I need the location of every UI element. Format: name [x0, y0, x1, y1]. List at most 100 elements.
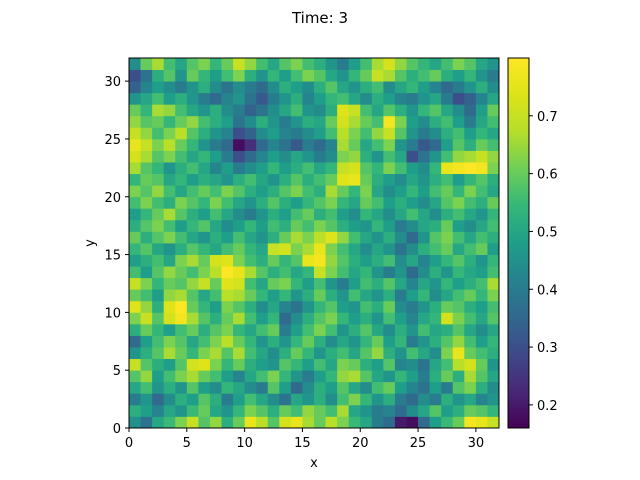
- heatmap-cell: [348, 416, 361, 429]
- heatmap-cell: [267, 219, 280, 232]
- heatmap-cell: [175, 312, 188, 325]
- heatmap-cell: [325, 254, 338, 267]
- heatmap-cell: [279, 416, 292, 429]
- heatmap-cell: [441, 370, 454, 383]
- heatmap-cell: [186, 92, 199, 105]
- heatmap-cell: [186, 289, 199, 302]
- heatmap-cell: [383, 416, 396, 429]
- heatmap-cell: [129, 416, 141, 429]
- heatmap-cell: [325, 381, 338, 394]
- heatmap-cell: [475, 219, 488, 232]
- heatmap-cell: [406, 196, 419, 209]
- heatmap-cell: [244, 69, 257, 82]
- heatmap-cell: [279, 173, 292, 186]
- heatmap-cell: [383, 104, 396, 117]
- heatmap-cell: [186, 393, 199, 406]
- heatmap-cell: [383, 358, 396, 371]
- heatmap-cell: [475, 277, 488, 290]
- heatmap-cell: [475, 115, 488, 128]
- heatmap-cell: [429, 92, 442, 105]
- heatmap-cell: [256, 358, 269, 371]
- heatmap-cell: [464, 300, 477, 313]
- heatmap-cell: [140, 69, 153, 82]
- heatmap-cell: [290, 266, 303, 279]
- heatmap-cell: [198, 243, 211, 255]
- heatmap-cell: [394, 104, 407, 117]
- heatmap-cell: [209, 104, 222, 117]
- heatmap-cell: [464, 115, 477, 128]
- heatmap-cell: [464, 58, 477, 70]
- heatmap-cell: [464, 381, 477, 394]
- heatmap-cell: [256, 404, 269, 417]
- heatmap-cell: [371, 150, 384, 163]
- heatmap-cell: [233, 162, 246, 175]
- x-tick-label: 10: [236, 436, 253, 451]
- heatmap-cell: [175, 289, 188, 302]
- heatmap-cell: [163, 196, 176, 209]
- heatmap-cell: [198, 404, 211, 417]
- heatmap-cell: [314, 150, 326, 163]
- heatmap-cell: [163, 138, 176, 151]
- heatmap-cell: [475, 185, 488, 198]
- heatmap-cell: [244, 127, 257, 140]
- heatmap-cell: [267, 69, 280, 82]
- heatmap-cell: [418, 185, 431, 198]
- y-tick-label: 5: [113, 364, 121, 379]
- heatmap-cell: [256, 92, 269, 105]
- heatmap-cell: [360, 162, 373, 175]
- heatmap-cell: [394, 289, 407, 302]
- heatmap-cell: [394, 335, 407, 348]
- heatmap-cell: [452, 115, 465, 128]
- heatmap-cell: [441, 92, 454, 105]
- x-tick-label: 25: [410, 436, 427, 451]
- heatmap-cell: [279, 231, 292, 244]
- heatmap-cell: [406, 150, 419, 163]
- heatmap-cell: [175, 173, 188, 186]
- heatmap-cell: [371, 138, 384, 151]
- heatmap-cell: [429, 254, 442, 267]
- heatmap-cell: [487, 138, 500, 151]
- heatmap-cell: [302, 58, 315, 70]
- heatmap-cell: [163, 81, 176, 94]
- heatmap-cell: [314, 370, 326, 383]
- heatmap-cell: [383, 173, 396, 186]
- heatmap-cell: [129, 266, 141, 279]
- heatmap-cell: [290, 138, 303, 151]
- heatmap-cell: [418, 104, 431, 117]
- heatmap-cell: [221, 115, 234, 128]
- heatmap-cell: [394, 81, 407, 94]
- heatmap-cell: [209, 196, 222, 209]
- heatmap-cell: [383, 185, 396, 198]
- heatmap-cell: [452, 243, 465, 255]
- heatmap-cell: [163, 323, 176, 336]
- heatmap-cell: [163, 115, 176, 128]
- heatmap-cell: [233, 312, 246, 325]
- heatmap-cell: [267, 81, 280, 94]
- heatmap-cell: [267, 254, 280, 267]
- heatmap-cell: [452, 381, 465, 394]
- heatmap-cell: [233, 58, 246, 70]
- heatmap-cell: [429, 185, 442, 198]
- heatmap-cell: [140, 127, 153, 140]
- heatmap-cell: [152, 196, 165, 209]
- heatmap-cell: [175, 185, 188, 198]
- heatmap-cell: [464, 347, 477, 360]
- heatmap-cell: [221, 127, 234, 140]
- heatmap-cell: [441, 196, 454, 209]
- heatmap-cell: [256, 196, 269, 209]
- heatmap-cell: [418, 404, 431, 417]
- heatmap-cell: [337, 208, 350, 221]
- heatmap-cell: [175, 277, 188, 290]
- heatmap-cell: [418, 266, 431, 279]
- heatmap-cell: [209, 289, 222, 302]
- heatmap-cell: [418, 127, 431, 140]
- heatmap-cell: [475, 127, 488, 140]
- heatmap-cell: [279, 393, 292, 406]
- heatmap-cell: [360, 219, 373, 232]
- heatmap-cell: [394, 323, 407, 336]
- heatmap-cell: [475, 381, 488, 394]
- heatmap-cell: [325, 358, 338, 371]
- heatmap-cell: [406, 92, 419, 105]
- heatmap-cell: [487, 69, 500, 82]
- heatmap-cell: [429, 393, 442, 406]
